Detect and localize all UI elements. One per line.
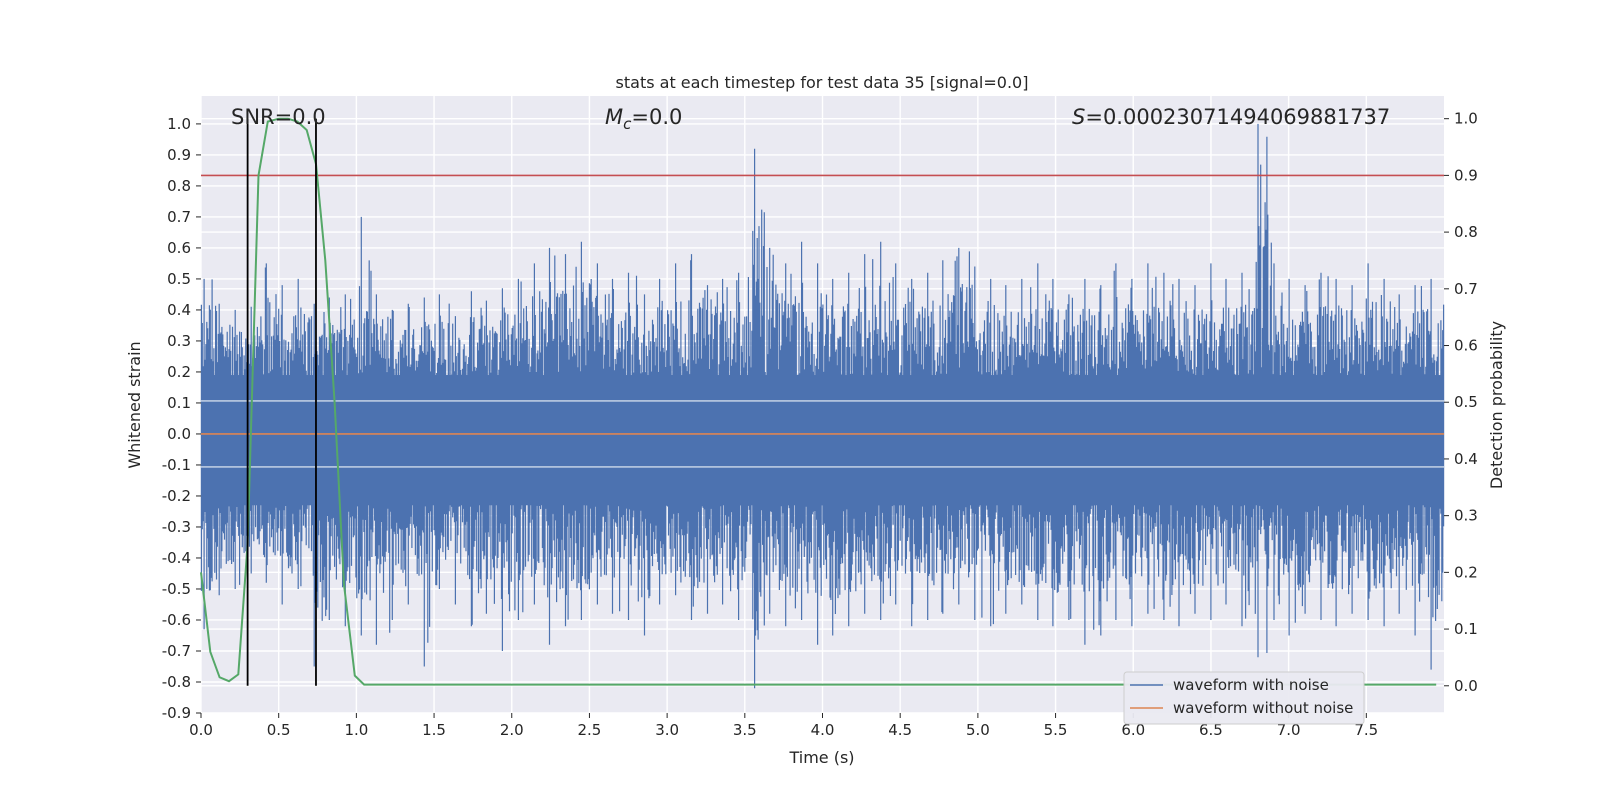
y-right-tick-label: 0.6 [1454, 337, 1478, 355]
y-right-tick-label: 0.0 [1454, 677, 1478, 695]
y-right-tick-label: 0.3 [1454, 507, 1478, 525]
y-right-tick-label: 0.2 [1454, 563, 1478, 581]
x-tick-label: 4.0 [811, 721, 835, 739]
chirp-mass-subscript: c [623, 115, 632, 133]
x-tick-label: 0.5 [267, 721, 291, 739]
y-right-tick-label: 0.5 [1454, 393, 1478, 411]
y-right-tick-label: 1.0 [1454, 110, 1478, 128]
s-value: =0.00023071494069881737 [1085, 105, 1390, 129]
y-left-tick-label: 0.5 [167, 270, 191, 288]
y-right-tick-label: 0.9 [1454, 166, 1478, 184]
detection-probability-line [200, 117, 1437, 686]
s-symbol: S [1072, 105, 1085, 129]
y-left-tick-label: 0.0 [167, 425, 191, 443]
x-tick-label: 4.5 [888, 721, 912, 739]
x-tick-label: 1.5 [422, 721, 446, 739]
y-right-tick-label: 0.7 [1454, 280, 1478, 298]
y-left-tick-label: 0.6 [167, 239, 191, 257]
legend: waveform with noise waveform without noi… [1123, 671, 1365, 725]
legend-box [1123, 671, 1365, 725]
x-tick-label: 5.5 [1044, 721, 1068, 739]
y-left-tick-label: 0.9 [167, 146, 191, 164]
y-left-tick-label: 0.1 [167, 394, 191, 412]
x-tick-label: 1.0 [344, 721, 368, 739]
legend-label-waveform-with-noise: waveform with noise [1173, 676, 1329, 694]
y-left-tick-label: -0.7 [162, 642, 191, 660]
snr-annotation: SNR=0.0 [231, 105, 326, 129]
y-left-tick-label: -0.3 [162, 518, 191, 536]
x-tick-label: 6.0 [1121, 721, 1145, 739]
y-left-tick-label: 1.0 [167, 115, 191, 133]
x-tick-label: 6.5 [1199, 721, 1223, 739]
legend-label-waveform-without-noise: waveform without noise [1173, 699, 1353, 717]
x-tick-label: 3.5 [733, 721, 757, 739]
x-tick-label: 2.5 [578, 721, 602, 739]
chirp-mass-symbol: M [605, 105, 623, 129]
y-left-tick-label: -0.1 [162, 456, 191, 474]
y-left-tick-label: 0.8 [167, 177, 191, 195]
x-tick-label: 0.0 [189, 721, 213, 739]
chirp-mass-value: =0.0 [631, 105, 682, 129]
y-axis-label-left: Whitened strain [125, 341, 144, 468]
x-tick-label: 2.0 [500, 721, 524, 739]
y-axis-label-right: Detection probability [1487, 321, 1506, 489]
y-left-tick-label: -0.8 [162, 673, 191, 691]
y-right-tick-label: 0.1 [1454, 620, 1478, 638]
y-right-tick-label: 0.8 [1454, 223, 1478, 241]
s-annotation: S=0.00023071494069881737 [1072, 105, 1390, 129]
x-tick-label: 3.0 [655, 721, 679, 739]
series-lines [200, 117, 1444, 686]
chirp-mass-annotation: Mc=0.0 [605, 105, 682, 133]
x-axis-label: Time (s) [788, 748, 854, 767]
waveform-with-noise-band [201, 375, 1444, 506]
y-right-tick-label: 0.4 [1454, 450, 1478, 468]
y-left-tick-label: 0.2 [167, 363, 191, 381]
x-tick-label: 7.0 [1277, 721, 1301, 739]
y-left-tick-label: -0.5 [162, 580, 191, 598]
y-left-tick-label: 0.7 [167, 208, 191, 226]
y-left-tick-label: -0.4 [162, 549, 191, 567]
x-tick-label: 5.0 [966, 721, 990, 739]
chart-title: stats at each timestep for test data 35 … [616, 73, 1029, 92]
y-left-tick-label: 0.4 [167, 301, 191, 319]
y-left-tick-label: -0.9 [162, 704, 191, 722]
y-left-tick-label: 0.3 [167, 332, 191, 350]
y-left-tick-label: -0.6 [162, 611, 191, 629]
series-waveform-with-noise [200, 123, 1445, 689]
y-left-tick-label: -0.2 [162, 487, 191, 505]
x-tick-label: 7.5 [1354, 721, 1378, 739]
axis-ticks: 0.0 0.5 1.0 1.5 2.0 2.5 3.0 3.5 4.0 4.5 5.0 5.5 6.0 6… [162, 110, 1478, 739]
